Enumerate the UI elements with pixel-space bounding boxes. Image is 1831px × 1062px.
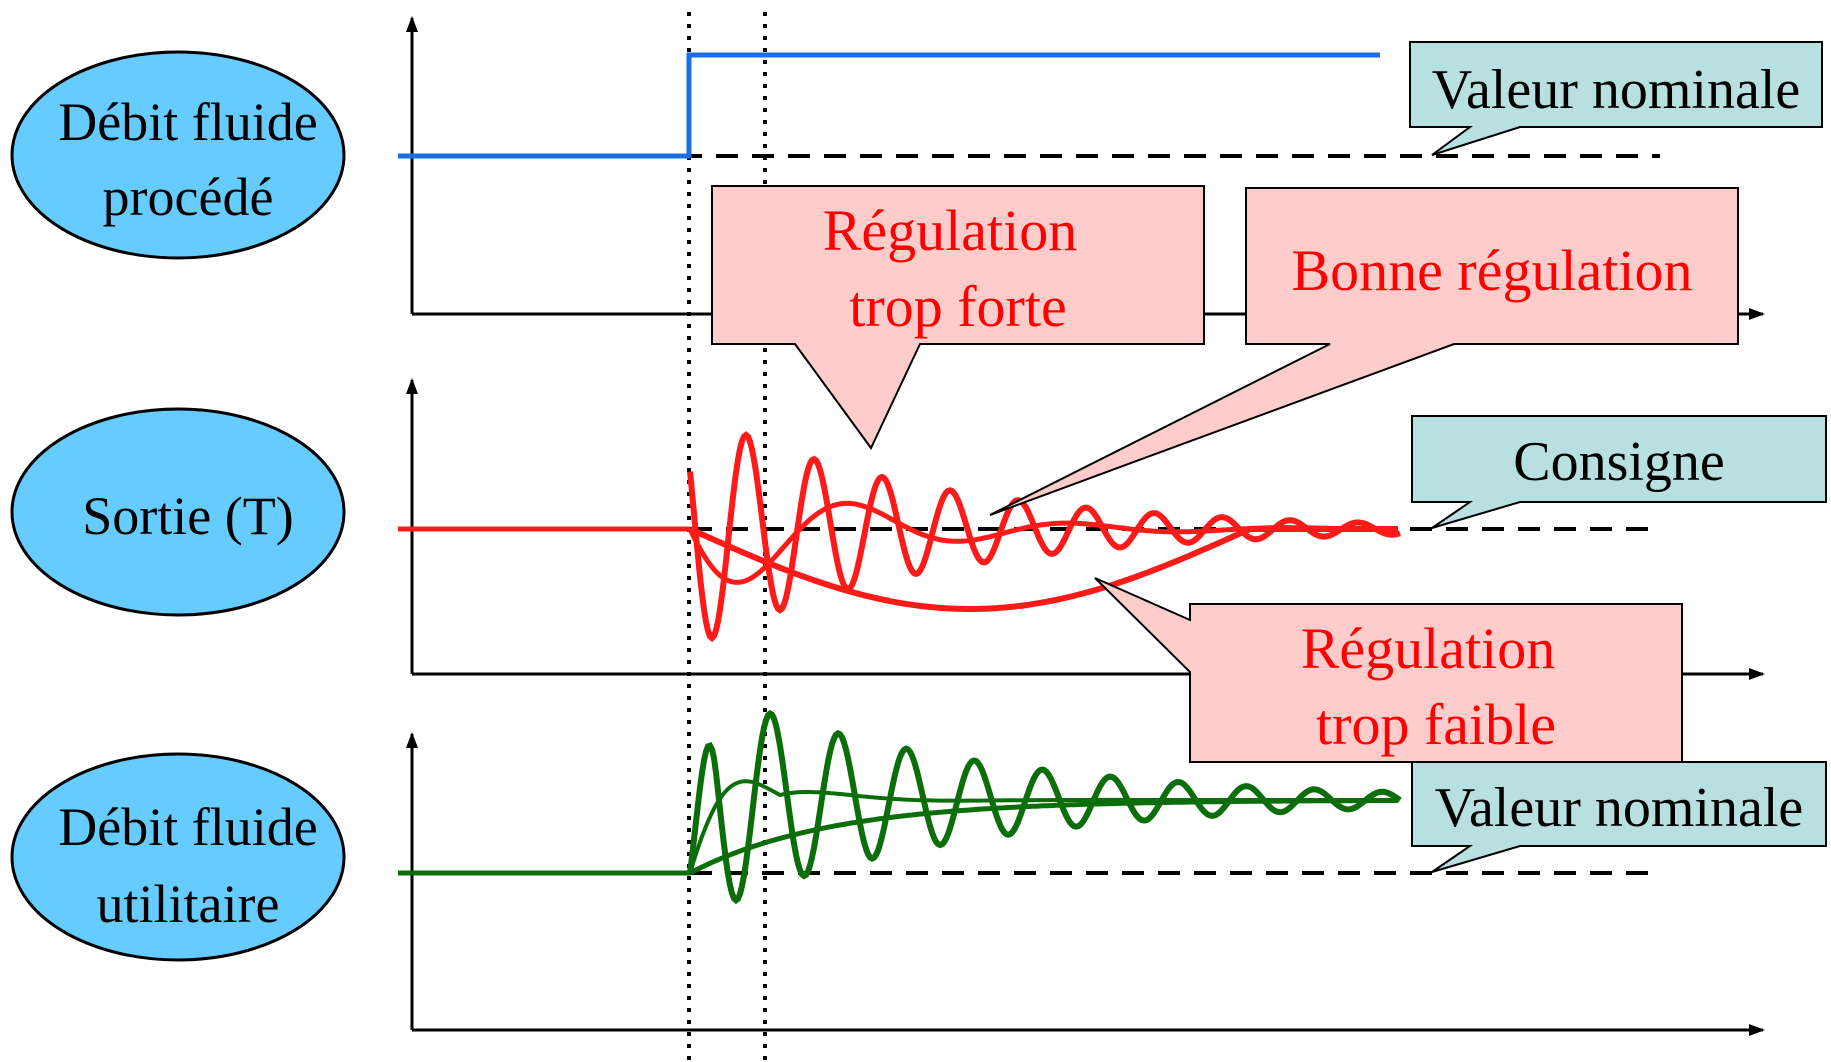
callout-too-strong: Régulation trop forte [711,185,1205,450]
callout-good: Bonne régulation [989,187,1739,516]
callout-too-weak: Régulation trop faible [1094,577,1683,763]
callout-text: Consigne [1513,431,1725,493]
callout-text: Bonne régulation [1291,238,1692,303]
callout-box [1411,761,1827,873]
row-label-bubble [10,407,346,617]
callout-nominal-top: Valeur nominale [1409,41,1823,156]
callout-nominal-bottom: Valeur nominale [1411,761,1827,873]
callout-setpoint: Consigne [1411,415,1827,529]
callout-text: Valeur nominale [1435,777,1804,839]
row-label-line-1: Débit fluide [58,797,317,857]
output-curves [687,431,1401,643]
callout-text-line-2: trop faible [1316,692,1556,757]
row-label-line-1: Sortie (T) [82,486,293,546]
row-label-bubble [10,752,346,962]
too-weak-utility-curve [688,798,1398,876]
callout-text-line-2: trop forte [849,274,1066,339]
utility-flow-curves [687,709,1402,905]
row-label-bubble [10,50,346,260]
callout-text-line-1: Régulation [1301,616,1556,681]
too-strong-response-curve [687,431,1401,643]
too-weak-response-curve [688,526,1398,612]
callout-box [1094,577,1683,763]
row-label-flow: Débit fluide procédé [10,50,346,260]
callout-box [989,187,1739,516]
row-label-utility: Débit fluide utilitaire [10,752,346,962]
process-flow-step-curve [398,52,1380,159]
callout-box [1411,415,1827,529]
callout-text: Valeur nominale [1432,59,1801,121]
row-label-line-2: utilitaire [97,874,280,934]
callout-box [711,185,1205,450]
callout-box [1409,41,1823,156]
callout-text-line-1: Régulation [823,198,1078,263]
too-strong-utility-curve [687,709,1402,905]
row-label-line-1: Débit fluide [58,92,317,152]
row-label-line-2: procédé [103,167,274,227]
row-label-output: Sortie (T) [10,407,346,617]
